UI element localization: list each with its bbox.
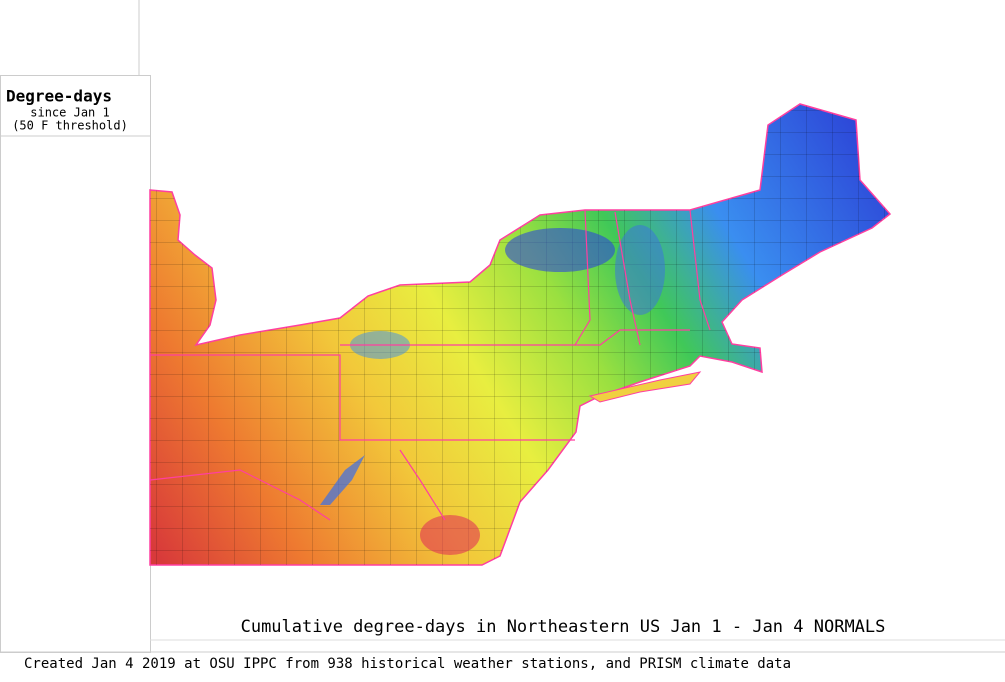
cold-area	[320, 455, 365, 505]
cold-area	[615, 225, 665, 315]
map	[149, 103, 892, 566]
map-caption: Cumulative degree-days in Northeastern U…	[241, 617, 886, 637]
legend-threshold: (50 F threshold)	[12, 119, 128, 133]
footer-note: Created Jan 4 2019 at OSU IPPC from 938 …	[24, 656, 791, 672]
county-lines	[150, 104, 890, 565]
legend-title: Degree-days	[6, 87, 112, 106]
cold-area	[505, 228, 615, 272]
state-borders	[149, 209, 711, 521]
legend-subtitle: since Jan 1	[30, 106, 109, 120]
warm-area	[420, 515, 480, 555]
long-island	[588, 371, 702, 403]
legend-frame	[0, 75, 151, 653]
